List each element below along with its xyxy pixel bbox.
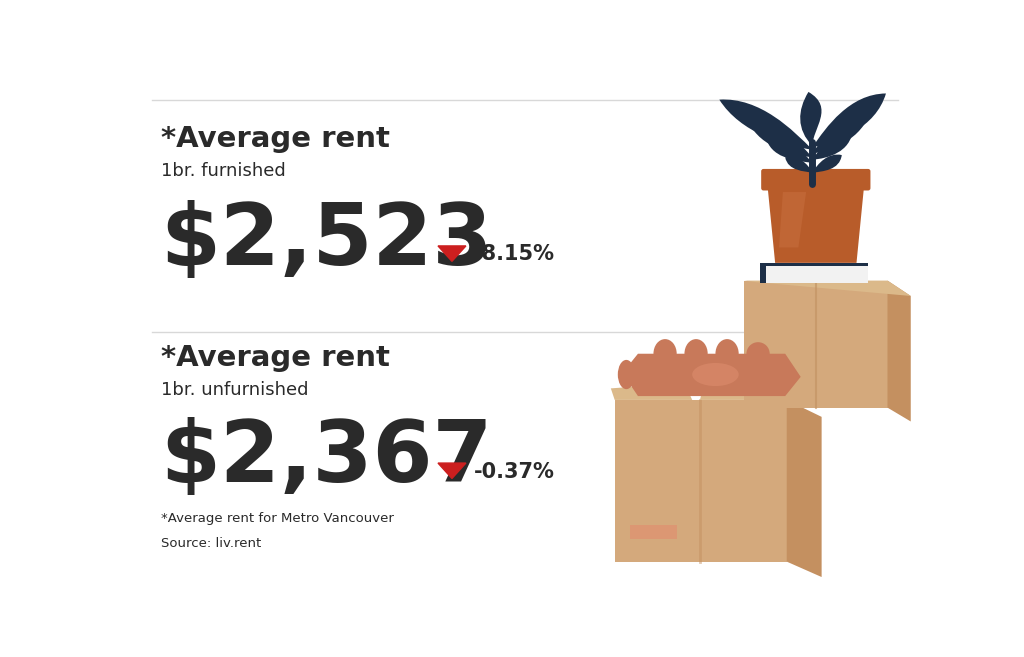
PathPatch shape [812, 93, 886, 147]
PathPatch shape [785, 157, 812, 173]
Polygon shape [611, 383, 692, 400]
Text: *Average rent: *Average rent [161, 344, 389, 372]
PathPatch shape [746, 116, 812, 158]
Polygon shape [623, 353, 801, 396]
Ellipse shape [716, 339, 738, 369]
Ellipse shape [692, 363, 738, 386]
PathPatch shape [812, 130, 853, 160]
FancyBboxPatch shape [761, 169, 870, 191]
Polygon shape [614, 400, 786, 562]
Polygon shape [888, 281, 910, 422]
Text: *Average rent: *Average rent [161, 125, 389, 153]
Text: -0.37%: -0.37% [474, 461, 555, 482]
Text: 1br. unfurnished: 1br. unfurnished [161, 380, 308, 399]
Polygon shape [779, 192, 806, 248]
Ellipse shape [684, 339, 708, 369]
PathPatch shape [812, 154, 842, 173]
Polygon shape [700, 384, 786, 400]
FancyBboxPatch shape [760, 263, 868, 266]
Text: $2,523: $2,523 [161, 200, 493, 283]
Polygon shape [438, 246, 466, 261]
PathPatch shape [719, 99, 812, 150]
Text: 1br. furnished: 1br. furnished [161, 162, 286, 180]
Polygon shape [438, 463, 466, 478]
Polygon shape [744, 281, 910, 296]
Polygon shape [760, 266, 766, 283]
Text: $2,367: $2,367 [161, 417, 493, 500]
FancyBboxPatch shape [760, 266, 868, 283]
Text: *Average rent for Metro Vancouver: *Average rent for Metro Vancouver [161, 512, 393, 526]
PathPatch shape [812, 111, 870, 154]
PathPatch shape [766, 135, 812, 163]
Text: -8.15%: -8.15% [474, 244, 555, 264]
Polygon shape [786, 400, 821, 577]
FancyBboxPatch shape [630, 525, 677, 539]
PathPatch shape [800, 92, 821, 146]
Ellipse shape [653, 339, 677, 369]
Ellipse shape [746, 342, 770, 365]
Text: Source: liv.rent: Source: liv.rent [161, 537, 261, 550]
Ellipse shape [617, 360, 635, 389]
Polygon shape [767, 185, 864, 263]
Polygon shape [744, 281, 888, 407]
